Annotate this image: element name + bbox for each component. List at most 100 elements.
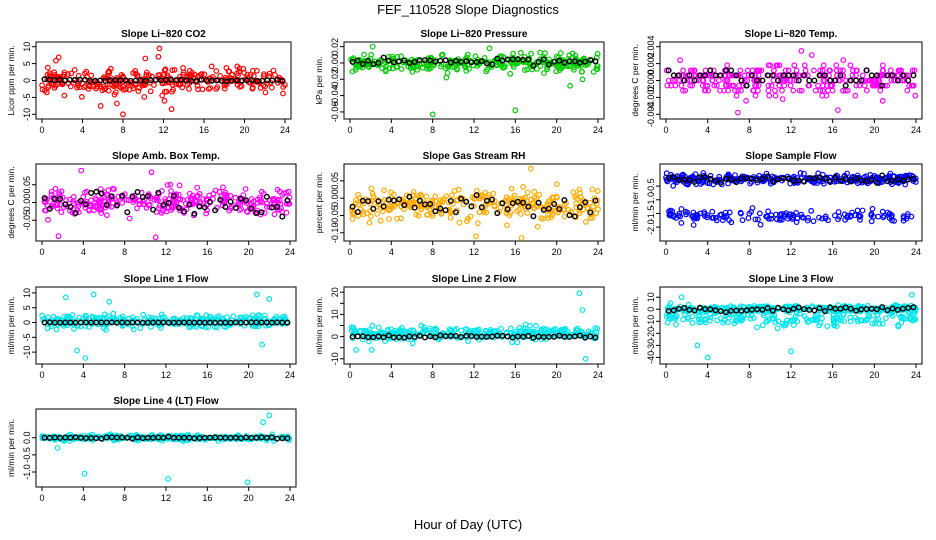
- data-point: [790, 318, 796, 324]
- mean-point: [827, 304, 834, 311]
- data-point: [664, 319, 671, 326]
- data-point: [911, 310, 918, 317]
- x-tick-label: 12: [161, 370, 171, 380]
- mean-point: [152, 76, 159, 83]
- x-tick-label: 8: [430, 370, 435, 380]
- mean-point: [821, 72, 828, 79]
- mean-point: [354, 57, 361, 64]
- data-point: [240, 314, 247, 321]
- data-point: [819, 72, 826, 79]
- panel-1: Slope Li−820 CO2 0 4 8 12 16 20 24 -10 -5 0 5 10 Lico…: [6, 29, 292, 135]
- mean-point: [545, 61, 552, 68]
- data-point: [782, 322, 789, 329]
- data-point: [514, 208, 520, 214]
- data-point: [103, 192, 110, 198]
- data-point: [730, 82, 737, 89]
- data-point: [714, 317, 721, 324]
- mean-point: [551, 333, 558, 340]
- mean-point: [349, 333, 356, 340]
- data-point: [361, 51, 368, 58]
- data-point: [808, 207, 815, 214]
- mean-point: [556, 205, 563, 212]
- y-axis-label: ml/min per min.: [314, 296, 324, 354]
- y-tick-label: 0.02: [330, 38, 340, 56]
- data-point: [747, 315, 754, 322]
- data-point: [909, 82, 916, 89]
- panel-title: Slope Li−820 CO2: [121, 29, 206, 40]
- data-point: [694, 212, 701, 218]
- data-point: [237, 201, 244, 208]
- mean-point: [390, 197, 397, 204]
- mean-point: [795, 304, 802, 311]
- data-point: [70, 198, 76, 204]
- data-point: [752, 92, 759, 99]
- data-point: [85, 85, 92, 92]
- data-point: [396, 199, 402, 206]
- mean-point: [46, 205, 53, 212]
- mean-point: [738, 77, 745, 84]
- data-point: [368, 213, 374, 220]
- data-point: [444, 70, 451, 76]
- data-point: [522, 194, 529, 201]
- data-point: [719, 217, 726, 224]
- mean-point: [556, 57, 563, 64]
- data-point: [51, 84, 58, 91]
- mean-point: [217, 196, 224, 203]
- mean-point: [259, 77, 266, 84]
- data-point: [871, 77, 877, 84]
- y-tick-label: -0.05: [330, 205, 340, 226]
- data-point: [168, 106, 175, 113]
- data-point: [749, 205, 756, 211]
- x-tick-label: 0: [663, 247, 668, 257]
- mean-point: [832, 77, 839, 84]
- y-tick-label: -0.05: [22, 210, 32, 231]
- mean-point: [801, 72, 808, 79]
- mean-point: [535, 59, 542, 66]
- x-tick-label: 20: [869, 370, 879, 380]
- data-point: [165, 476, 172, 482]
- mean-point: [665, 67, 672, 74]
- data-point: [517, 49, 524, 56]
- mean-point: [816, 72, 823, 79]
- y-tick-label: -0.5: [22, 447, 32, 463]
- data-point: [670, 182, 677, 189]
- data-point: [429, 333, 436, 340]
- data-point: [857, 213, 864, 220]
- data-point: [835, 209, 842, 215]
- data-point: [83, 313, 90, 320]
- x-tick-label: 20: [869, 125, 879, 135]
- data-point: [752, 216, 759, 223]
- data-point: [887, 210, 893, 217]
- plot-frame: [35, 408, 297, 488]
- data-point: [120, 86, 127, 93]
- y-tick-label: -10: [646, 315, 656, 328]
- mean-point: [743, 82, 750, 89]
- data-point: [733, 92, 740, 99]
- data-point: [528, 50, 534, 57]
- mean-point: [873, 306, 880, 313]
- x-tick-label: 12: [786, 247, 796, 257]
- mean-point: [380, 203, 387, 210]
- data-point: [491, 328, 498, 334]
- data-point: [840, 67, 846, 74]
- data-point: [367, 330, 374, 337]
- data-point: [260, 419, 267, 426]
- data-point: [689, 320, 696, 326]
- data-point: [429, 212, 436, 219]
- data-point: [691, 67, 697, 74]
- data-point: [454, 66, 461, 73]
- data-point: [579, 76, 586, 83]
- data-point: [509, 339, 515, 346]
- data-point: [421, 324, 427, 331]
- data-point: [108, 203, 115, 210]
- mean-point: [396, 58, 403, 65]
- data-point: [840, 312, 847, 318]
- data-point: [796, 310, 803, 317]
- data-point: [820, 62, 827, 69]
- mean-point: [504, 56, 511, 63]
- x-tick-label: 20: [552, 370, 562, 380]
- data-point: [486, 45, 493, 52]
- data-point: [58, 209, 65, 216]
- mean-point: [707, 175, 714, 182]
- mean-point: [375, 333, 382, 340]
